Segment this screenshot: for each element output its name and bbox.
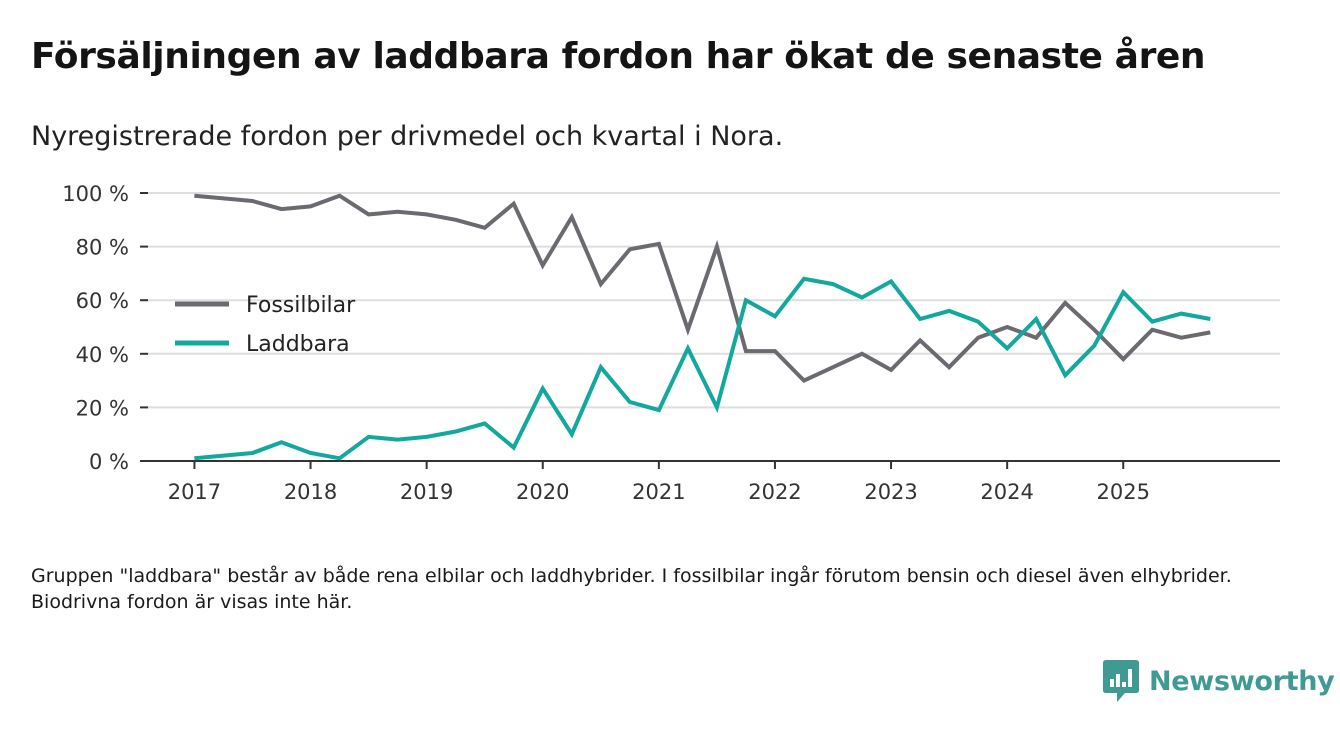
x-tick-label: 2022 — [748, 480, 801, 504]
legend-label-fossilbilar: Fossilbilar — [246, 293, 356, 318]
newsworthy-logo: Newsworthy — [1103, 660, 1335, 702]
legend: Fossilbilar Laddbara — [175, 293, 356, 357]
series-lines — [194, 193, 1211, 461]
legend-label-laddbara: Laddbara — [246, 332, 350, 357]
chart-subtitle: Nyregistrerade fordon per drivmedel och … — [31, 121, 784, 152]
x-tick-label: 2019 — [400, 480, 453, 504]
series-line-laddbara — [194, 276, 1211, 461]
x-tick-label: 2018 — [284, 480, 337, 504]
x-tick-label: 2023 — [864, 480, 917, 504]
y-tick-label: 20 % — [76, 396, 129, 420]
y-tick-label: 0 % — [89, 450, 129, 474]
y-axis: 0 % 20 % 40 % 60 % 80 % 100 % — [62, 182, 148, 474]
x-axis: 2017 2018 2019 2020 2021 2022 2023 2024 2025 — [148, 460, 1280, 504]
x-tick-label: 2021 — [632, 480, 685, 504]
y-tick-label: 40 % — [76, 343, 129, 367]
footnote: Gruppen "laddbara" består av både rena e… — [31, 565, 1232, 613]
newsworthy-logo-icon — [1103, 660, 1139, 702]
y-tick-label: 60 % — [76, 289, 129, 313]
x-tick-label: 2024 — [980, 480, 1033, 504]
gridlines — [148, 192, 1280, 409]
newsworthy-logo-text: Newsworthy — [1149, 665, 1335, 697]
x-tick-label: 2017 — [168, 480, 221, 504]
x-tick-label: 2020 — [516, 480, 569, 504]
y-tick-label: 80 % — [76, 236, 129, 260]
x-tick-label: 2025 — [1097, 480, 1150, 504]
chart-title: Försäljningen av laddbara fordon har öka… — [31, 36, 1206, 77]
y-tick-label: 100 % — [62, 182, 129, 206]
